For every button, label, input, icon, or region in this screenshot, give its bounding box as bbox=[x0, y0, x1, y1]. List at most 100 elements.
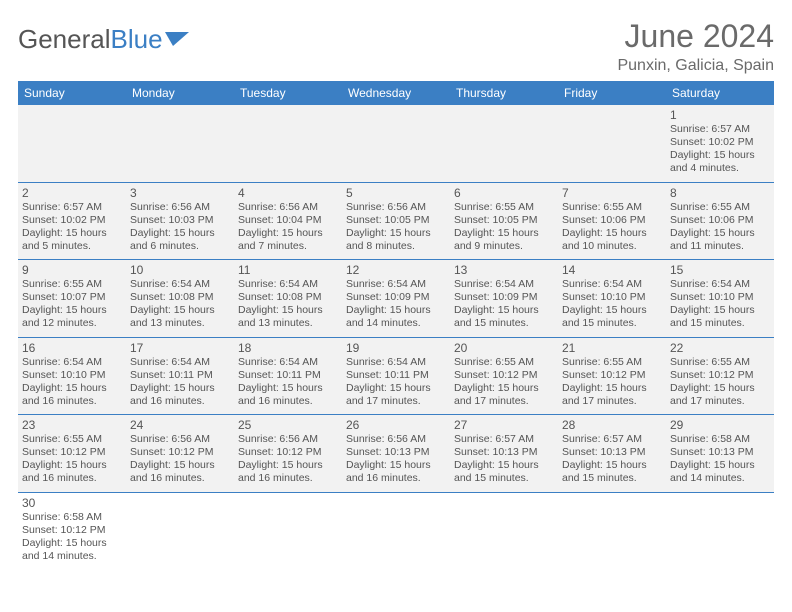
day-header: Sunday bbox=[18, 81, 126, 105]
daylight-text: Daylight: 15 hours bbox=[562, 304, 662, 317]
title-block: June 2024 Punxin, Galicia, Spain bbox=[617, 18, 774, 75]
day-number: 15 bbox=[670, 263, 770, 277]
calendar-cell: 22Sunrise: 6:55 AMSunset: 10:12 PMDaylig… bbox=[666, 337, 774, 415]
logo: GeneralBlue bbox=[18, 24, 191, 55]
daylight-text: and 14 minutes. bbox=[22, 550, 122, 563]
daylight-text: Daylight: 15 hours bbox=[22, 382, 122, 395]
day-header-row: Sunday Monday Tuesday Wednesday Thursday… bbox=[18, 81, 774, 105]
sunrise-text: Sunrise: 6:55 AM bbox=[454, 356, 554, 369]
sunrise-text: Sunrise: 6:54 AM bbox=[454, 278, 554, 291]
sunrise-text: Sunrise: 6:57 AM bbox=[670, 123, 770, 136]
calendar-week-row: 2Sunrise: 6:57 AMSunset: 10:02 PMDayligh… bbox=[18, 182, 774, 260]
sunset-text: Sunset: 10:12 PM bbox=[130, 446, 230, 459]
calendar-cell: 21Sunrise: 6:55 AMSunset: 10:12 PMDaylig… bbox=[558, 337, 666, 415]
sunrise-text: Sunrise: 6:56 AM bbox=[238, 433, 338, 446]
daylight-text: and 9 minutes. bbox=[454, 240, 554, 253]
sunset-text: Sunset: 10:12 PM bbox=[454, 369, 554, 382]
daylight-text: Daylight: 15 hours bbox=[130, 227, 230, 240]
daylight-text: Daylight: 15 hours bbox=[22, 459, 122, 472]
daylight-text: and 17 minutes. bbox=[670, 395, 770, 408]
daylight-text: Daylight: 15 hours bbox=[22, 304, 122, 317]
day-number: 17 bbox=[130, 341, 230, 355]
sunset-text: Sunset: 10:10 PM bbox=[22, 369, 122, 382]
calendar-week-row: 16Sunrise: 6:54 AMSunset: 10:10 PMDaylig… bbox=[18, 337, 774, 415]
day-number: 14 bbox=[562, 263, 662, 277]
day-number: 6 bbox=[454, 186, 554, 200]
location: Punxin, Galicia, Spain bbox=[617, 57, 774, 75]
daylight-text: and 6 minutes. bbox=[130, 240, 230, 253]
calendar-cell: 2Sunrise: 6:57 AMSunset: 10:02 PMDayligh… bbox=[18, 182, 126, 260]
daylight-text: Daylight: 15 hours bbox=[346, 459, 446, 472]
calendar-cell: 6Sunrise: 6:55 AMSunset: 10:05 PMDayligh… bbox=[450, 182, 558, 260]
logo-text-a: General bbox=[18, 24, 111, 55]
calendar-cell: 27Sunrise: 6:57 AMSunset: 10:13 PMDaylig… bbox=[450, 415, 558, 493]
sunrise-text: Sunrise: 6:56 AM bbox=[238, 201, 338, 214]
sunset-text: Sunset: 10:10 PM bbox=[562, 291, 662, 304]
day-header: Wednesday bbox=[342, 81, 450, 105]
calendar-cell bbox=[558, 492, 666, 569]
daylight-text: Daylight: 15 hours bbox=[454, 227, 554, 240]
day-number: 26 bbox=[346, 418, 446, 432]
calendar-cell bbox=[342, 105, 450, 182]
daylight-text: and 17 minutes. bbox=[454, 395, 554, 408]
calendar-cell: 1Sunrise: 6:57 AMSunset: 10:02 PMDayligh… bbox=[666, 105, 774, 182]
calendar-cell: 28Sunrise: 6:57 AMSunset: 10:13 PMDaylig… bbox=[558, 415, 666, 493]
day-number: 13 bbox=[454, 263, 554, 277]
sunset-text: Sunset: 10:13 PM bbox=[346, 446, 446, 459]
sunset-text: Sunset: 10:11 PM bbox=[238, 369, 338, 382]
calendar-cell: 14Sunrise: 6:54 AMSunset: 10:10 PMDaylig… bbox=[558, 260, 666, 338]
calendar-cell bbox=[234, 105, 342, 182]
sunset-text: Sunset: 10:02 PM bbox=[22, 214, 122, 227]
daylight-text: Daylight: 15 hours bbox=[670, 459, 770, 472]
daylight-text: Daylight: 15 hours bbox=[670, 304, 770, 317]
sunset-text: Sunset: 10:03 PM bbox=[130, 214, 230, 227]
sunrise-text: Sunrise: 6:58 AM bbox=[22, 511, 122, 524]
daylight-text: Daylight: 15 hours bbox=[130, 304, 230, 317]
calendar-cell: 29Sunrise: 6:58 AMSunset: 10:13 PMDaylig… bbox=[666, 415, 774, 493]
daylight-text: and 16 minutes. bbox=[130, 472, 230, 485]
sunrise-text: Sunrise: 6:57 AM bbox=[454, 433, 554, 446]
sunrise-text: Sunrise: 6:54 AM bbox=[346, 356, 446, 369]
calendar-cell: 12Sunrise: 6:54 AMSunset: 10:09 PMDaylig… bbox=[342, 260, 450, 338]
day-number: 24 bbox=[130, 418, 230, 432]
calendar-cell bbox=[18, 105, 126, 182]
daylight-text: and 15 minutes. bbox=[454, 317, 554, 330]
sunset-text: Sunset: 10:02 PM bbox=[670, 136, 770, 149]
sunrise-text: Sunrise: 6:58 AM bbox=[670, 433, 770, 446]
sunset-text: Sunset: 10:12 PM bbox=[22, 446, 122, 459]
daylight-text: and 7 minutes. bbox=[238, 240, 338, 253]
sunset-text: Sunset: 10:12 PM bbox=[670, 369, 770, 382]
calendar-cell: 9Sunrise: 6:55 AMSunset: 10:07 PMDayligh… bbox=[18, 260, 126, 338]
day-number: 5 bbox=[346, 186, 446, 200]
sunrise-text: Sunrise: 6:54 AM bbox=[238, 278, 338, 291]
sunset-text: Sunset: 10:12 PM bbox=[562, 369, 662, 382]
sunrise-text: Sunrise: 6:55 AM bbox=[454, 201, 554, 214]
calendar-cell bbox=[450, 105, 558, 182]
daylight-text: and 15 minutes. bbox=[670, 317, 770, 330]
calendar-cell: 8Sunrise: 6:55 AMSunset: 10:06 PMDayligh… bbox=[666, 182, 774, 260]
daylight-text: and 17 minutes. bbox=[562, 395, 662, 408]
sunset-text: Sunset: 10:06 PM bbox=[562, 214, 662, 227]
sunset-text: Sunset: 10:09 PM bbox=[454, 291, 554, 304]
day-number: 4 bbox=[238, 186, 338, 200]
day-number: 2 bbox=[22, 186, 122, 200]
day-number: 30 bbox=[22, 496, 122, 510]
day-number: 21 bbox=[562, 341, 662, 355]
daylight-text: Daylight: 15 hours bbox=[238, 382, 338, 395]
daylight-text: Daylight: 15 hours bbox=[346, 382, 446, 395]
daylight-text: Daylight: 15 hours bbox=[22, 537, 122, 550]
calendar-week-row: 30Sunrise: 6:58 AMSunset: 10:12 PMDaylig… bbox=[18, 492, 774, 569]
sunset-text: Sunset: 10:09 PM bbox=[346, 291, 446, 304]
header: GeneralBlue June 2024 Punxin, Galicia, S… bbox=[18, 18, 774, 75]
calendar-cell bbox=[234, 492, 342, 569]
daylight-text: and 15 minutes. bbox=[562, 317, 662, 330]
sunrise-text: Sunrise: 6:55 AM bbox=[22, 278, 122, 291]
sunset-text: Sunset: 10:11 PM bbox=[130, 369, 230, 382]
sunset-text: Sunset: 10:08 PM bbox=[238, 291, 338, 304]
daylight-text: Daylight: 15 hours bbox=[670, 382, 770, 395]
daylight-text: and 17 minutes. bbox=[346, 395, 446, 408]
calendar-cell: 18Sunrise: 6:54 AMSunset: 10:11 PMDaylig… bbox=[234, 337, 342, 415]
daylight-text: and 11 minutes. bbox=[670, 240, 770, 253]
calendar-cell: 16Sunrise: 6:54 AMSunset: 10:10 PMDaylig… bbox=[18, 337, 126, 415]
day-header: Friday bbox=[558, 81, 666, 105]
